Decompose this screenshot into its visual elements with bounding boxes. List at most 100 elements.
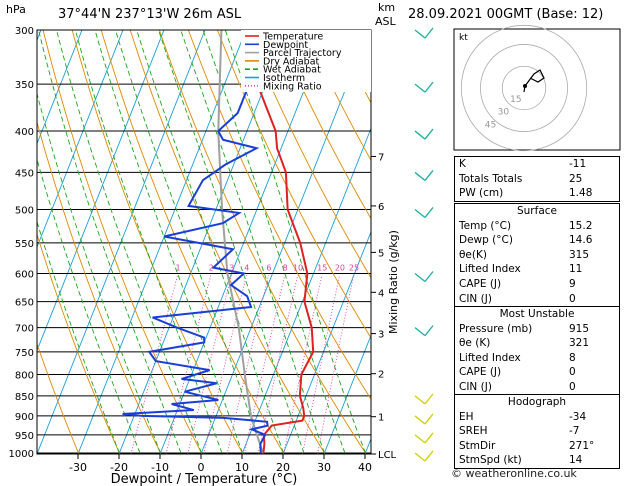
table-row: StmDir 271°: [455, 439, 619, 454]
mixing-ratio-label: 20: [335, 263, 345, 272]
dry-adiabat-line: [246, 30, 371, 279]
mixing-ratio-label: 15: [317, 263, 327, 272]
dry-adiabat-line: [42, 30, 203, 454]
wind-barb: [414, 208, 426, 218]
legend-label: Temperature: [262, 32, 323, 43]
row-value: -34: [569, 410, 587, 423]
row-label: Lifted Index: [459, 351, 521, 364]
row-value: 8: [569, 351, 576, 364]
wind-barb-flag: [424, 450, 434, 462]
hodograph-ring: [501, 65, 547, 111]
mixing-ratio-axis-label: Mixing Ratio (g/kg): [387, 230, 400, 334]
table-row: Pressure (mb) 915: [455, 322, 619, 337]
wind-barb-flag: [424, 81, 434, 93]
row-label: K: [459, 158, 466, 170]
dry-adiabat-line: [304, 30, 371, 162]
wind-barb-flag: [424, 128, 434, 140]
x-tick-label: -30: [69, 461, 87, 474]
most-unstable-title: Most Unstable: [499, 308, 575, 320]
hpa-label: hPa: [6, 3, 26, 16]
mixing-ratio-line: [257, 275, 299, 454]
isotherm-line: [37, 30, 165, 352]
isotherm-line: [77, 30, 247, 454]
isotherm-line: [282, 230, 371, 454]
row-label: StmSpd (kt): [459, 454, 522, 467]
row-label: Dewp (°C): [459, 234, 513, 247]
km-tick-label: 4: [378, 288, 384, 299]
km-tick-label: 7: [378, 152, 384, 163]
most-unstable-table: Most Unstable Pressure (mb) 915 θe (K) 321 L…: [454, 306, 620, 396]
wind-barb: [414, 327, 426, 337]
hodograph-table-title: Hodograph: [507, 396, 567, 408]
wind-barb: [414, 434, 426, 444]
footer-credit: © weatheronline.co.uk: [451, 467, 577, 480]
dry-adiabat-line: [158, 30, 367, 454]
hodograph-ring-label: 30: [498, 107, 510, 117]
wet-adiabat-line: [224, 30, 366, 454]
pressure-tick-label: 800: [15, 371, 34, 382]
legend-label: Dry Adiabat: [263, 56, 320, 67]
dewpoint-line: [122, 30, 280, 454]
table-row: EH -34: [455, 410, 619, 425]
wet-adiabat-line: [37, 92, 161, 454]
km-label: km: [378, 1, 395, 14]
legend-label: Isotherm: [263, 73, 305, 84]
dry-adiabat-line: [71, 30, 244, 454]
wind-barb: [414, 29, 426, 39]
indices-table: K -11 Totals Totals 25 PW (cm) 1.48: [454, 156, 620, 202]
row-label: Temp (°C): [459, 219, 512, 232]
pressure-tick-label: 1000: [9, 449, 34, 460]
x-tick-label: 20: [276, 461, 290, 474]
x-tick-label: -20: [110, 461, 128, 474]
row-value: 0: [569, 292, 576, 305]
mixing-ratio-line: [317, 275, 355, 454]
row-value: 14.6: [569, 234, 593, 247]
row-value: 15.2: [569, 219, 593, 232]
pressure-tick-label: 500: [15, 205, 34, 216]
mixing-ratio-line: [165, 275, 212, 454]
mixing-ratio-label: 1: [175, 263, 180, 272]
mixing-ratio-label: 2: [209, 263, 214, 272]
km-tick-label: LCL: [378, 450, 397, 461]
mixing-ratio-label: 6: [266, 263, 271, 272]
row-value: 11: [569, 263, 583, 276]
row-label: PW (cm): [459, 187, 504, 200]
table-row: K -11: [455, 157, 619, 172]
hodograph-ring: [460, 24, 588, 152]
row-label: CIN (J): [459, 292, 492, 305]
row-label: Totals Totals: [459, 172, 523, 185]
row-value: 915: [569, 322, 590, 335]
mixing-ratio-line: [243, 275, 286, 454]
pressure-tick-label: 300: [15, 26, 34, 37]
pressure-tick-label: 600: [15, 269, 34, 280]
location-title: 37°44'N 237°13'W 26m ASL: [58, 7, 242, 22]
wind-barb: [414, 452, 426, 462]
mixing-ratio-line: [203, 275, 247, 454]
row-label: CAPE (J): [459, 277, 502, 290]
table-row: CAPE (J) 0: [455, 365, 619, 380]
row-value: -11: [569, 158, 587, 170]
surface-table: Surface Temp (°C) 15.2 Dewp (°C) 14.6 θe(K) 3…: [454, 203, 620, 308]
wind-barb-flag: [424, 27, 434, 39]
pressure-tick-label: 900: [15, 412, 34, 423]
pressure-tick-label: 450: [15, 168, 34, 179]
dry-adiabat-line: [37, 342, 80, 454]
row-label: Pressure (mb): [459, 322, 533, 335]
row-value: 14: [569, 454, 583, 467]
hodograph-ring-label: 15: [510, 95, 521, 105]
row-label: CIN (J): [459, 380, 492, 393]
isotherm-line: [0, 6, 10, 470]
wind-barb: [414, 83, 426, 93]
wind-barb: [414, 130, 426, 140]
surface-title: Surface: [516, 205, 557, 217]
mixing-ratio-line: [283, 275, 323, 454]
mixing-ratio-label: 10: [293, 263, 303, 272]
table-row: CAPE (J) 9: [455, 277, 619, 292]
wind-barb: [414, 171, 426, 181]
row-value: 25: [569, 172, 583, 185]
mixing-ratio-line: [302, 275, 341, 454]
mixing-ratio-line: [130, 275, 178, 454]
x-tick-label: 0: [198, 461, 205, 474]
